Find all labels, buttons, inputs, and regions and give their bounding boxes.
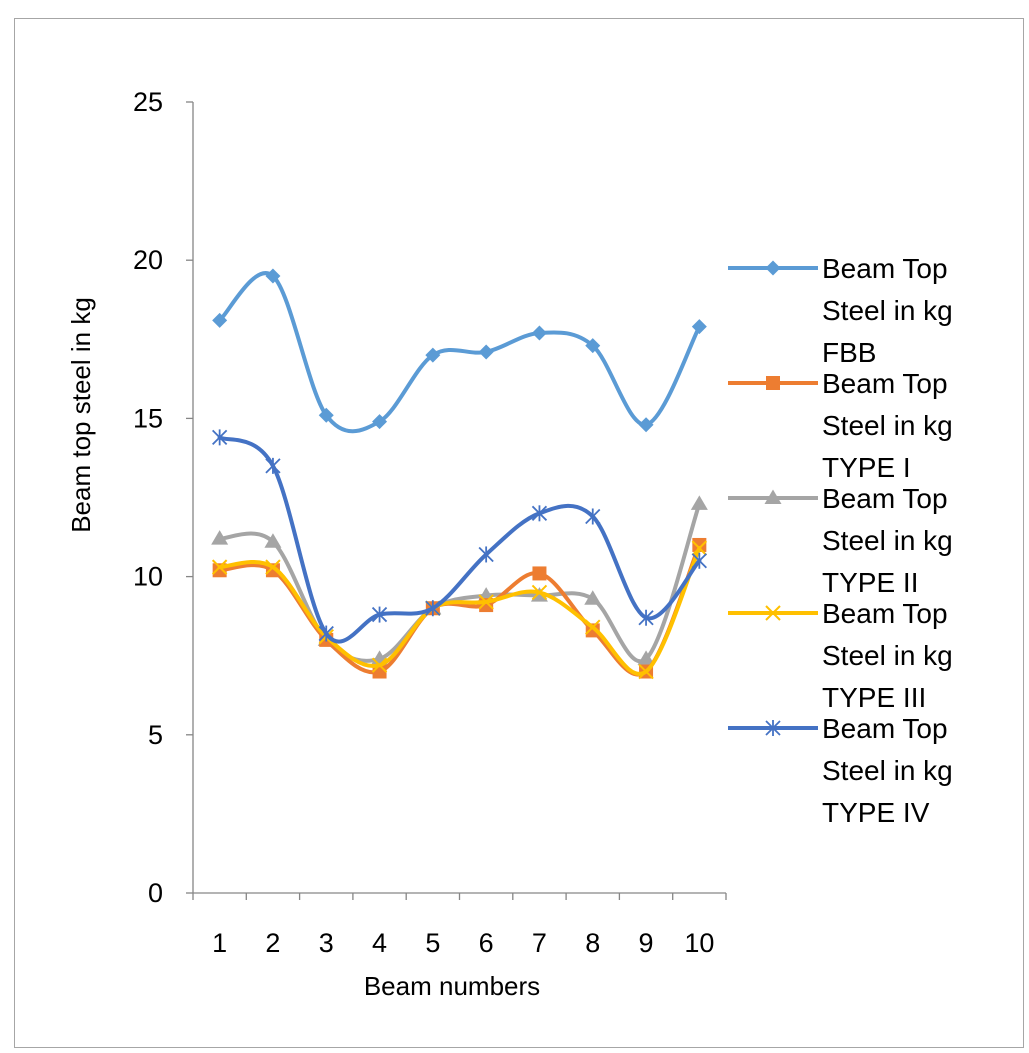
legend-label: Steel in kg — [822, 525, 953, 556]
data-point — [532, 566, 547, 581]
data-point — [690, 495, 708, 510]
legend-marker — [765, 260, 781, 276]
legend-marker — [766, 376, 780, 390]
data-point — [264, 533, 282, 548]
y-tick-label: 15 — [133, 403, 163, 433]
series-layer — [211, 268, 708, 680]
data-point — [211, 530, 229, 545]
series-line — [217, 542, 702, 677]
x-axis-title: Beam numbers — [364, 971, 540, 1001]
x-tick-label: 8 — [585, 928, 600, 958]
chart-area — [14, 18, 1024, 1048]
x-tick-label: 2 — [265, 928, 280, 958]
legend-marker — [765, 720, 781, 736]
series-line — [217, 546, 702, 676]
data-point — [585, 619, 601, 635]
y-axis-title: Beam top steel in kg — [66, 297, 96, 533]
series-line — [217, 435, 702, 644]
series-line — [217, 271, 702, 434]
series-5 — [212, 429, 707, 644]
legend-item: Beam Top Steel in kg TYPE IV — [728, 713, 953, 828]
legend-label: TYPE III — [822, 682, 926, 713]
data-point — [212, 312, 228, 328]
legend-label: Beam Top — [822, 368, 948, 399]
legend-marker — [765, 605, 781, 621]
legend-item: Beam Top Steel in kg TYPE II — [728, 483, 953, 598]
legend-label: Beam Top — [822, 483, 948, 514]
data-point — [318, 407, 334, 423]
data-point — [692, 537, 707, 552]
legend-label: Steel in kg — [822, 640, 953, 671]
data-point — [211, 559, 228, 575]
data-point — [478, 546, 494, 563]
data-point — [691, 319, 707, 335]
y-tick-label: 10 — [133, 562, 163, 592]
data-point — [691, 540, 708, 556]
data-point — [585, 338, 601, 354]
series-1 — [212, 268, 707, 434]
data-point — [691, 552, 707, 569]
data-point — [265, 457, 281, 474]
legend-item: Beam Top Steel in kg TYPE I — [728, 368, 953, 483]
data-point — [638, 417, 654, 433]
data-point — [425, 347, 441, 363]
data-point — [425, 600, 441, 617]
legend-label: Beam Top — [822, 598, 948, 629]
y-tick-label: 0 — [148, 878, 163, 908]
x-tick-label: 6 — [479, 928, 494, 958]
data-point — [638, 609, 654, 626]
axes: 0 5 10 15 20 25 1 2 3 4 5 6 7 8 9 10 — [133, 87, 727, 958]
legend-label: Beam Top — [822, 713, 948, 744]
data-point — [372, 414, 388, 430]
legend-marker — [764, 489, 782, 504]
data-point — [478, 344, 494, 360]
x-tick-label: 7 — [532, 928, 547, 958]
y-tick-label: 20 — [133, 245, 163, 275]
data-point — [638, 663, 654, 680]
data-point — [371, 606, 388, 623]
y-tick-label: 25 — [133, 87, 163, 117]
x-tick-label: 3 — [319, 928, 334, 958]
legend-item: Beam Top Steel in kg FBB — [728, 253, 953, 368]
data-point — [265, 559, 281, 575]
legend-label: Steel in kg — [822, 410, 953, 441]
legend-item: Beam Top Steel in kg TYPE III — [728, 598, 953, 713]
data-point — [265, 268, 281, 284]
legend-label: Beam Top — [822, 253, 948, 284]
data-point — [584, 590, 602, 605]
x-tick-label: 4 — [372, 928, 387, 958]
data-point — [637, 650, 655, 665]
x-tick-label: 1 — [212, 928, 227, 958]
data-point — [371, 657, 388, 673]
data-point — [318, 625, 334, 642]
data-point — [531, 505, 548, 522]
x-tick-label: 5 — [425, 928, 440, 958]
legend-label: FBB — [822, 337, 876, 368]
legend-label: TYPE I — [822, 452, 911, 483]
data-point — [585, 508, 601, 525]
legend-label: Steel in kg — [822, 295, 953, 326]
legend-label: TYPE IV — [822, 797, 930, 828]
y-tick-label: 5 — [148, 720, 163, 750]
data-point — [478, 594, 494, 610]
x-tick-label: 9 — [639, 928, 654, 958]
data-point — [212, 429, 228, 446]
legend-label: Steel in kg — [822, 755, 953, 786]
data-point — [531, 584, 548, 601]
data-point — [531, 325, 547, 341]
x-tick-label: 10 — [684, 928, 714, 958]
legend-label: TYPE II — [822, 567, 918, 598]
